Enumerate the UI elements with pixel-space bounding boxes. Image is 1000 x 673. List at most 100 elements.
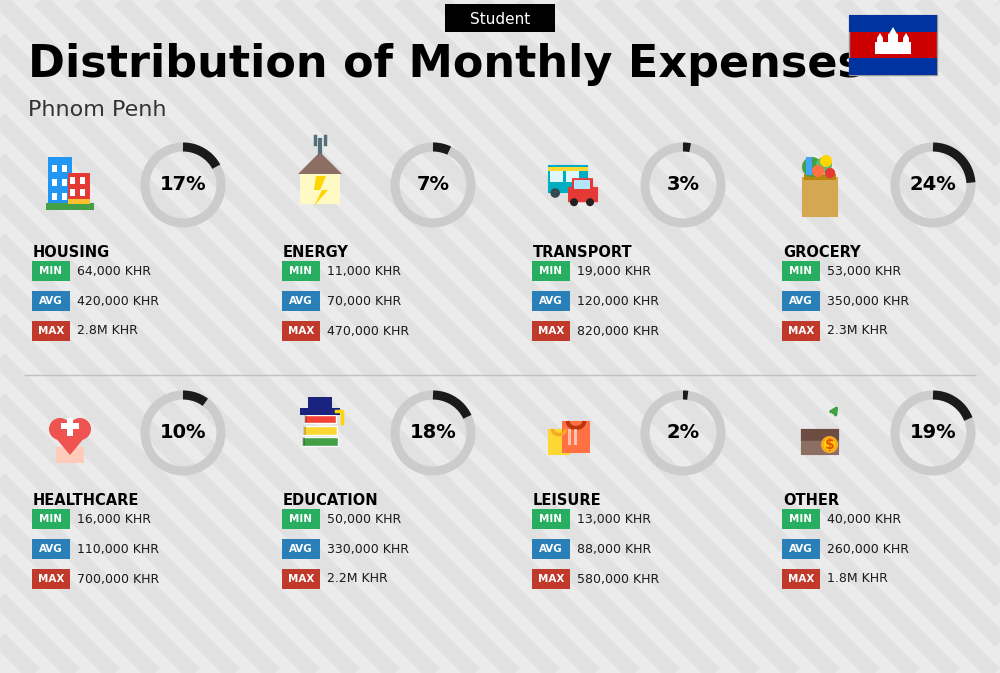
FancyBboxPatch shape	[532, 321, 570, 341]
FancyBboxPatch shape	[801, 429, 839, 455]
Text: 110,000 KHR: 110,000 KHR	[77, 542, 159, 555]
Bar	[61, 423, 79, 429]
Text: 580,000 KHR: 580,000 KHR	[577, 573, 659, 586]
FancyBboxPatch shape	[782, 509, 820, 529]
Bar	[68, 173, 90, 205]
Circle shape	[69, 418, 91, 440]
Text: MAX: MAX	[538, 574, 564, 584]
Text: HEALTHCARE: HEALTHCARE	[33, 493, 139, 508]
Bar	[302, 437, 305, 446]
Bar	[568, 429, 571, 445]
Circle shape	[49, 418, 71, 440]
FancyBboxPatch shape	[32, 569, 70, 589]
Bar	[903, 38, 909, 48]
Bar	[70, 189, 75, 197]
Bar	[303, 426, 306, 435]
Circle shape	[825, 168, 835, 178]
FancyBboxPatch shape	[801, 429, 839, 441]
Bar	[46, 203, 94, 210]
FancyBboxPatch shape	[782, 291, 820, 311]
Text: AVG: AVG	[539, 544, 563, 554]
FancyBboxPatch shape	[562, 421, 590, 453]
Text: 3%: 3%	[666, 176, 700, 194]
Bar	[300, 174, 340, 204]
Circle shape	[570, 199, 578, 206]
Text: 50,000 KHR: 50,000 KHR	[327, 513, 401, 526]
Bar	[888, 34, 898, 48]
Text: ENERGY: ENERGY	[283, 245, 349, 260]
Circle shape	[822, 437, 837, 452]
FancyBboxPatch shape	[782, 321, 820, 341]
Bar	[62, 179, 67, 186]
FancyBboxPatch shape	[548, 165, 588, 193]
FancyBboxPatch shape	[532, 261, 570, 281]
Text: 13,000 KHR: 13,000 KHR	[577, 513, 651, 526]
Bar	[62, 165, 67, 172]
Bar	[804, 174, 836, 180]
Text: 700,000 KHR: 700,000 KHR	[77, 573, 159, 586]
Text: MIN: MIN	[40, 514, 62, 524]
Text: AVG: AVG	[789, 296, 813, 306]
FancyBboxPatch shape	[782, 261, 820, 281]
Text: 70,000 KHR: 70,000 KHR	[327, 295, 401, 308]
Text: MIN: MIN	[790, 514, 812, 524]
Bar	[574, 429, 577, 445]
Bar	[52, 193, 57, 200]
Text: 2.3M KHR: 2.3M KHR	[827, 324, 888, 337]
Polygon shape	[903, 33, 909, 38]
Text: AVG: AVG	[539, 296, 563, 306]
Text: MIN: MIN	[540, 266, 562, 276]
FancyBboxPatch shape	[572, 178, 593, 189]
FancyBboxPatch shape	[532, 569, 570, 589]
Text: 2.2M KHR: 2.2M KHR	[327, 573, 388, 586]
Text: MAX: MAX	[538, 326, 564, 336]
FancyBboxPatch shape	[32, 291, 70, 311]
Bar	[67, 418, 73, 436]
Text: MIN: MIN	[790, 266, 812, 276]
Text: EDUCATION: EDUCATION	[283, 493, 379, 508]
Text: 88,000 KHR: 88,000 KHR	[577, 542, 651, 555]
Bar	[52, 165, 57, 172]
Text: 260,000 KHR: 260,000 KHR	[827, 542, 909, 555]
Text: MAX: MAX	[288, 326, 314, 336]
FancyBboxPatch shape	[282, 539, 320, 559]
FancyBboxPatch shape	[802, 177, 838, 217]
FancyBboxPatch shape	[532, 291, 570, 311]
Bar	[877, 38, 883, 48]
Text: 420,000 KHR: 420,000 KHR	[77, 295, 159, 308]
Bar	[548, 167, 588, 171]
Circle shape	[820, 155, 832, 167]
Text: Phnom Penh: Phnom Penh	[28, 100, 166, 120]
FancyBboxPatch shape	[282, 261, 320, 281]
Text: 18%: 18%	[410, 423, 456, 443]
Text: GROCERY: GROCERY	[783, 245, 861, 260]
Bar	[52, 179, 57, 186]
Polygon shape	[50, 431, 90, 455]
FancyBboxPatch shape	[56, 447, 84, 463]
Text: 2.8M KHR: 2.8M KHR	[77, 324, 138, 337]
FancyBboxPatch shape	[32, 321, 70, 341]
Bar	[48, 157, 72, 205]
Circle shape	[573, 188, 583, 198]
Polygon shape	[889, 27, 897, 34]
Text: 19%: 19%	[910, 423, 956, 443]
FancyBboxPatch shape	[445, 4, 555, 32]
FancyBboxPatch shape	[300, 408, 340, 415]
Circle shape	[812, 165, 824, 177]
Text: 120,000 KHR: 120,000 KHR	[577, 295, 659, 308]
Text: HOUSING: HOUSING	[33, 245, 110, 260]
Circle shape	[586, 199, 594, 206]
Text: 19,000 KHR: 19,000 KHR	[577, 264, 651, 277]
Text: 16,000 KHR: 16,000 KHR	[77, 513, 151, 526]
FancyBboxPatch shape	[849, 15, 937, 75]
Text: AVG: AVG	[789, 544, 813, 554]
Circle shape	[816, 157, 832, 173]
FancyBboxPatch shape	[304, 415, 336, 423]
Text: AVG: AVG	[289, 544, 313, 554]
FancyBboxPatch shape	[548, 429, 570, 455]
Text: 470,000 KHR: 470,000 KHR	[327, 324, 409, 337]
Polygon shape	[314, 176, 328, 206]
Text: MIN: MIN	[40, 266, 62, 276]
Text: AVG: AVG	[39, 296, 63, 306]
FancyBboxPatch shape	[806, 157, 812, 175]
